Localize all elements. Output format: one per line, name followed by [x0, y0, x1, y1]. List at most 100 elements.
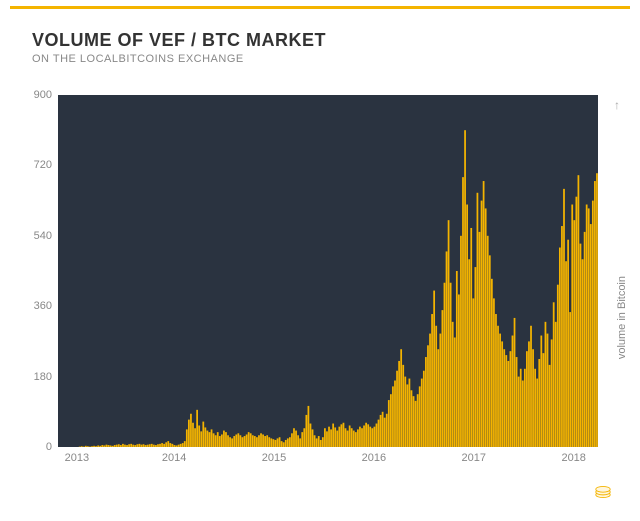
volume-bar: [582, 259, 584, 447]
volume-bar: [124, 445, 126, 447]
volume-bar: [439, 334, 441, 447]
volume-bar: [229, 437, 231, 447]
volume-bar: [285, 440, 287, 447]
volume-bar: [99, 446, 101, 447]
volume-bar: [190, 414, 192, 447]
volume-bar: [433, 291, 435, 447]
volume-bar: [347, 431, 349, 447]
y-tick-label: 540: [12, 230, 52, 242]
volume-bar: [246, 434, 248, 447]
volume-bar: [456, 271, 458, 447]
volume-bar: [106, 445, 108, 447]
volume-bar: [524, 369, 526, 447]
volume-bar: [543, 353, 545, 447]
volume-bar: [289, 437, 291, 447]
volume-bar: [532, 349, 534, 447]
volume-bar: [571, 205, 573, 447]
volume-bar: [231, 438, 233, 447]
volume-bar: [184, 441, 186, 447]
volume-bar: [575, 197, 577, 447]
volume-bar: [244, 436, 246, 447]
volume-bar: [493, 298, 495, 447]
volume-bar: [328, 427, 330, 447]
volume-bar: [172, 444, 174, 447]
volume-bar: [134, 445, 136, 447]
y-tick-label: 900: [12, 89, 52, 101]
volume-bar: [409, 379, 411, 447]
volume-bar: [308, 406, 310, 447]
volume-bar: [466, 205, 468, 447]
volume-bar: [116, 445, 118, 447]
volume-bar: [526, 351, 528, 447]
volume-bar: [586, 205, 588, 447]
volume-bar: [553, 302, 555, 447]
volume-bar: [547, 334, 549, 447]
volume-bar: [491, 279, 493, 447]
volume-bar: [174, 445, 176, 447]
volume-bar: [223, 431, 225, 447]
volume-bar: [254, 436, 256, 447]
volume-bar: [110, 445, 112, 447]
volume-bar: [147, 445, 149, 447]
volume-bar: [355, 432, 357, 447]
volume-bar: [242, 437, 244, 447]
volume-bar: [590, 224, 592, 447]
volume-bar: [497, 326, 499, 447]
volume-bar: [516, 357, 518, 447]
volume-bar: [380, 415, 382, 447]
volume-bar: [384, 418, 386, 447]
volume-bar: [505, 355, 507, 447]
volume-bar: [320, 440, 322, 447]
volume-bar: [104, 445, 106, 447]
volume-bar: [446, 251, 448, 447]
volume-bar: [406, 384, 408, 447]
volume-bar: [130, 444, 132, 447]
volume-bar: [322, 437, 324, 447]
volume-bar: [565, 261, 567, 447]
brand-logo-icon: [594, 483, 612, 501]
volume-bar: [213, 433, 215, 447]
volume-bar: [365, 423, 367, 447]
volume-bar: [198, 425, 200, 447]
volume-bar: [421, 379, 423, 447]
volume-bar: [386, 414, 388, 447]
x-tick-label: 2014: [162, 452, 186, 464]
y-axis-title: volume in Bitcoin: [616, 276, 628, 359]
volume-bar: [180, 444, 182, 447]
volume-bar: [423, 371, 425, 447]
top-accent-border: [10, 6, 630, 9]
volume-bar: [514, 318, 516, 447]
volume-bar: [312, 429, 314, 447]
volume-bar: [499, 334, 501, 447]
volume-bar: [388, 400, 390, 447]
volume-bar: [555, 322, 557, 447]
volume-bar: [374, 427, 376, 447]
volume-bar: [85, 446, 87, 447]
volume-bar: [415, 401, 417, 447]
volume-bar: [161, 443, 163, 447]
volume-bar: [561, 226, 563, 447]
volume-bar: [87, 446, 89, 447]
volume-bar: [394, 381, 396, 447]
volume-bar: [563, 189, 565, 447]
volume-bar: [155, 445, 157, 447]
volume-bar: [93, 446, 95, 447]
volume-bar: [266, 435, 268, 447]
volume-bar: [450, 283, 452, 447]
volume-bar: [470, 228, 472, 447]
volume-bar: [95, 446, 97, 447]
volume-bar: [295, 431, 297, 447]
volume-bar: [392, 386, 394, 447]
volume-bar: [136, 444, 138, 447]
volume-bar: [318, 436, 320, 447]
volume-bar: [260, 433, 262, 447]
volume-bar: [268, 437, 270, 447]
volume-bar: [522, 381, 524, 447]
x-tick-label: 2013: [65, 452, 89, 464]
volume-bar: [357, 429, 359, 447]
volume-bar: [279, 437, 281, 447]
x-tick-label: 2017: [462, 452, 486, 464]
volume-bar: [390, 394, 392, 447]
volume-bar: [462, 177, 464, 447]
volume-bar: [398, 361, 400, 447]
